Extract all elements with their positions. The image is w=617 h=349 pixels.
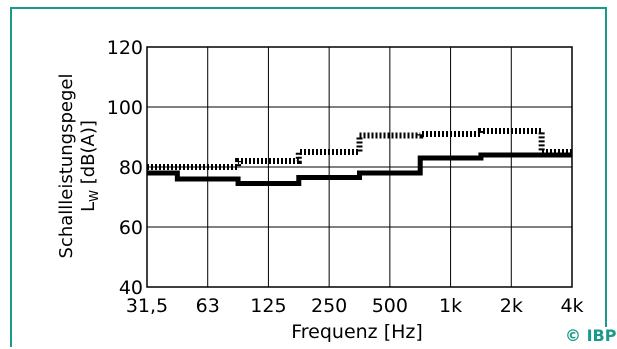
x-tick-labels: 31,5 63 125 250 500 1k 2k 4k — [126, 295, 584, 317]
ibp-credit: © IBP — [565, 326, 616, 345]
x-tick-label: 125 — [250, 295, 286, 317]
series-dotted-line — [147, 131, 572, 167]
x-tick-label: 250 — [311, 295, 347, 317]
chart-series — [147, 131, 572, 184]
y-tick-label: 100 — [107, 97, 143, 119]
x-axis-label: Frequenz [Hz] — [291, 321, 423, 343]
y-axis-label-line2: LW [dB(A)] — [78, 120, 101, 212]
y-axis-label-line1: Schallleistungspegel — [56, 74, 77, 259]
x-tick-label: 500 — [372, 295, 408, 317]
y-tick-label: 60 — [119, 217, 143, 239]
x-tick-label: 1k — [439, 295, 462, 317]
series-solid-line — [147, 155, 572, 184]
y-tick-label: 120 — [107, 37, 143, 59]
y-axis-label: Schallleistungspegel LW [dB(A)] — [56, 74, 101, 259]
x-tick-label: 63 — [196, 295, 220, 317]
x-tick-label: 4k — [560, 295, 583, 317]
x-tick-label: 31,5 — [126, 295, 168, 317]
y-tick-label: 80 — [119, 157, 143, 179]
chart-grid — [147, 47, 572, 287]
x-tick-label: 2k — [500, 295, 523, 317]
